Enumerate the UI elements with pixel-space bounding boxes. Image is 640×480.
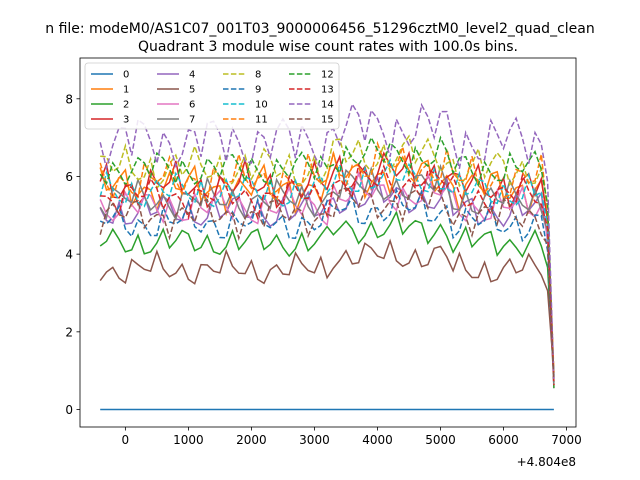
x-tick-label: 1000 [173, 433, 204, 447]
legend-label-11: 11 [255, 115, 268, 126]
x-tick-label: 5000 [425, 433, 456, 447]
legend-label-8: 8 [255, 70, 261, 81]
legend-label-5: 5 [189, 85, 195, 96]
series-line-3 [99, 150, 555, 379]
x-tick-label: 0 [122, 433, 130, 447]
x-tick-label: 3000 [299, 433, 330, 447]
legend-label-3: 3 [123, 115, 129, 126]
x-tick-label: 4000 [362, 433, 393, 447]
series-line-7 [99, 163, 555, 386]
series-line-14 [99, 102, 555, 382]
series-line-8 [100, 134, 555, 382]
legend-label-1: 1 [123, 85, 129, 96]
legend-label-6: 6 [189, 100, 195, 111]
x-axis-offset-label: +4.804e8 [517, 455, 576, 469]
legend-label-13: 13 [321, 85, 334, 96]
x-axis: 0 1000 2000 3000 4000 5000 6000 7000 [122, 427, 582, 447]
y-axis: 0 2 4 6 8 [65, 92, 80, 417]
x-tick-label: 7000 [551, 433, 582, 447]
legend-label-2: 2 [123, 100, 129, 111]
series-line-6 [99, 170, 555, 389]
figure-suptitle: n file: modeM0/AS1C07_001T03_9000006456_… [45, 21, 594, 37]
chart-title: Quadrant 3 module wise count rates with … [138, 39, 518, 55]
legend-label-7: 7 [189, 115, 195, 126]
legend-label-9: 9 [255, 85, 261, 96]
y-tick-label: 0 [65, 403, 73, 417]
series-line-15 [99, 185, 555, 379]
x-tick-label: 2000 [236, 433, 267, 447]
series-line-13 [100, 163, 555, 386]
y-tick-label: 6 [65, 170, 73, 184]
legend-label-14: 14 [321, 100, 334, 111]
legend-label-10: 10 [255, 100, 268, 111]
y-tick-label: 4 [65, 248, 73, 262]
series-layer [99, 102, 555, 411]
series-line-9 [99, 187, 555, 379]
legend-box [84, 62, 340, 130]
series-line-12 [99, 135, 555, 389]
y-tick-label: 8 [65, 92, 73, 106]
legend-label-0: 0 [123, 70, 129, 81]
legend-label-4: 4 [189, 70, 195, 81]
series-line-2 [99, 210, 555, 382]
series-line-5 [99, 238, 555, 373]
legend-label-12: 12 [321, 70, 334, 81]
plot-frame [79, 57, 577, 428]
legend-label-15: 15 [321, 115, 334, 126]
series-line-10 [99, 158, 555, 376]
x-tick-label: 6000 [488, 433, 519, 447]
y-tick-label: 2 [65, 325, 73, 339]
